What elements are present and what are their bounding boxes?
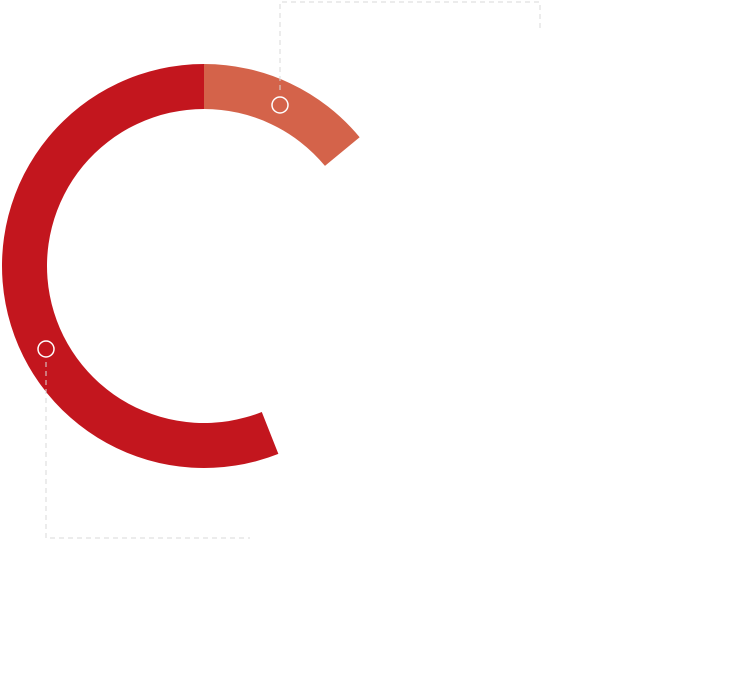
leader-line	[279, 1, 541, 90]
marker	[37, 340, 55, 358]
marker	[271, 96, 289, 114]
ring	[1, 64, 360, 469]
leader-line	[45, 362, 250, 539]
ring-segment	[1, 64, 279, 469]
ring-segment	[204, 64, 360, 166]
